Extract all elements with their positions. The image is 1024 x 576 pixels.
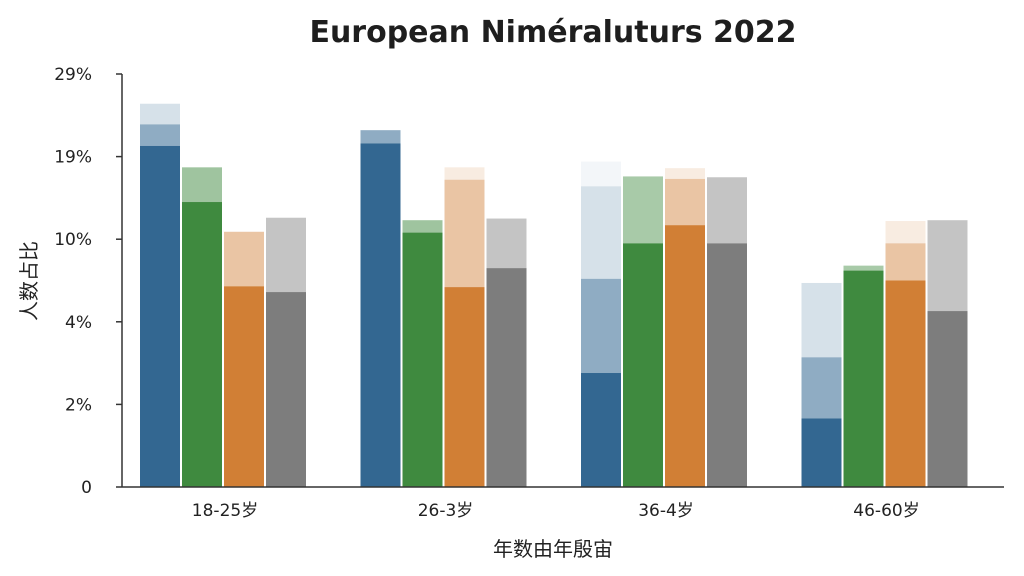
bar-segment-2-0-3 — [581, 161, 621, 187]
y-tick-label: 0 — [81, 478, 92, 498]
bar-segment-1-2-0 — [444, 287, 485, 487]
bar-segment-2-3-0 — [707, 243, 747, 487]
bar-segment-0-0-1 — [140, 124, 180, 146]
bar-segment-1-0-0 — [360, 143, 401, 487]
x-axis-ticks: 18-25岁 26-3岁 36-4岁 46-60岁 — [192, 501, 920, 521]
bar-segment-1-1-0 — [402, 232, 443, 487]
bar-segment-2-2-2 — [665, 168, 705, 179]
bar-segment-3-0-1 — [801, 357, 842, 419]
bar-segment-0-0-0 — [140, 145, 180, 487]
x-tick-label: 36-4岁 — [638, 501, 694, 521]
bar-segment-0-2-1 — [224, 231, 264, 287]
bar-segment-2-1-0 — [623, 243, 663, 487]
bar-segment-3-2-0 — [885, 280, 926, 487]
y-tick-label: 29% — [54, 65, 92, 85]
bar-segment-3-2-2 — [885, 221, 926, 244]
bar-segment-0-2-0 — [224, 286, 264, 487]
bar-segment-2-0-0 — [581, 373, 621, 487]
bar-segment-2-0-1 — [581, 278, 621, 374]
bar-segment-1-2-2 — [444, 167, 485, 180]
bar-segment-1-3-1 — [486, 218, 527, 269]
bar-segment-2-1-1 — [623, 176, 663, 244]
x-tick-label: 26-3岁 — [418, 501, 474, 521]
bar-segment-3-3-1 — [927, 220, 968, 312]
x-tick-label: 18-25岁 — [192, 501, 258, 521]
x-axis-label: 年数由年殷宙 — [493, 537, 613, 561]
bar-segment-0-3-1 — [266, 217, 306, 293]
bar-segment-2-3-1 — [707, 177, 747, 244]
x-tick-label: 46-60岁 — [853, 501, 919, 521]
bar-segment-0-0-2 — [140, 103, 180, 125]
y-axis-ticks: 0 2% 4% 10% 19% 29% — [54, 65, 122, 498]
y-axis-label: 人数占比 — [17, 241, 41, 321]
bar-segment-2-0-2 — [581, 186, 621, 279]
bar-segment-1-1-1 — [402, 220, 443, 233]
bar-segment-0-1-1 — [182, 167, 222, 203]
bar-segment-3-1-0 — [843, 270, 884, 487]
bar-segment-0-1-0 — [182, 202, 222, 487]
bar-segment-1-2-1 — [444, 179, 485, 288]
bar-segment-3-3-0 — [927, 311, 968, 487]
y-tick-label: 19% — [54, 148, 92, 168]
bar-segment-0-3-0 — [266, 292, 306, 487]
bar-segment-3-0-0 — [801, 418, 842, 487]
bar-segment-2-2-0 — [665, 225, 705, 487]
bar-segment-2-2-1 — [665, 178, 705, 226]
bars — [140, 103, 968, 487]
bar-segment-3-0-2 — [801, 282, 842, 358]
y-tick-label: 2% — [65, 395, 92, 415]
bar-segment-1-3-0 — [486, 268, 527, 487]
bar-segment-3-1-1 — [843, 265, 884, 271]
y-tick-label: 10% — [54, 230, 92, 250]
chart-title: European Niméraluturs 2022 — [309, 15, 796, 50]
bar-segment-3-2-1 — [885, 243, 926, 281]
bar-segment-1-0-1 — [360, 130, 401, 144]
y-tick-label: 4% — [65, 313, 92, 333]
